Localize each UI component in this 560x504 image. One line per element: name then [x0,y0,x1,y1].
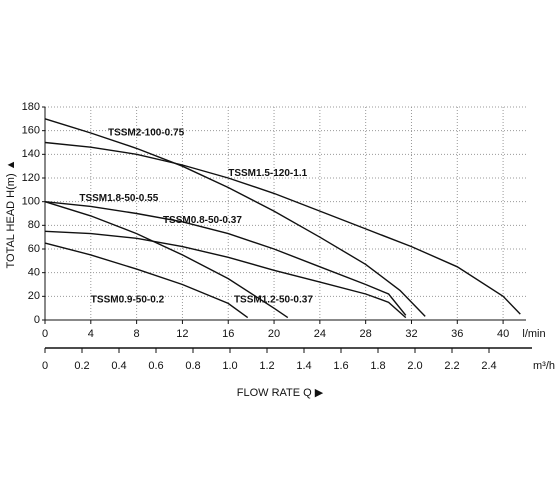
x2-tick-label: 2.4 [481,360,496,372]
y-tick-label: 160 [22,125,40,137]
series-label: TSSM2-100-0.75 [108,128,185,139]
curve [44,141,521,315]
x2-tick-label: 0.4 [111,360,126,372]
y-tick-label: 0 [34,314,40,326]
y-axis-label: TOTAL HEAD H(m) ▲ [5,159,17,268]
curve [44,201,407,316]
x-tick-label: 0 [42,328,48,340]
x-tick-label: 4 [88,328,94,340]
x2-unit: m³/h [533,360,555,372]
x-tick-label: 16 [222,328,234,340]
y-tick-label: 80 [28,219,40,231]
x-unit: l/min [522,328,545,340]
x-axis-label: FLOW RATE Q ▶ [237,387,324,399]
x-tick-label: 40 [497,328,509,340]
y-tick-label: 60 [28,243,40,255]
series-label: TSSM0.8-50-0.37 [163,215,242,226]
x2-tick-label: 0.2 [74,360,89,372]
x2-tick-label: 0.8 [185,360,200,372]
x-tick-label: 24 [314,328,326,340]
y-tick-label: 100 [22,196,40,208]
x2-tick-label: 2.0 [407,360,422,372]
curve [44,242,249,319]
x2-tick-label: 0.6 [148,360,163,372]
x2-tick-label: 1.6 [333,360,348,372]
x2-tick-label: 2.2 [444,360,459,372]
x2-tick-label: 1.4 [296,360,311,372]
curve [44,230,407,319]
curve [44,118,426,317]
x-tick-label: 12 [176,328,188,340]
x-tick-label: 20 [268,328,280,340]
y-tick-label: 140 [22,148,40,160]
series-label: TSSM1.8-50-0.55 [79,193,158,204]
x2-tick-label: 0 [42,360,48,372]
x-tick-label: 36 [451,328,463,340]
y-tick-label: 180 [22,101,40,113]
series-label: TSSM1.5-120-1.1 [228,168,307,179]
series-label: TSSM0.9-50-0.2 [91,295,165,306]
x2-tick-label: 1.8 [370,360,385,372]
series-label: TSSM1.2-50-0.37 [234,295,313,306]
x2-tick-label: 1.2 [259,360,274,372]
curve [44,201,289,319]
x-tick-label: 28 [360,328,372,340]
x-tick-label: 8 [134,328,140,340]
y-tick-label: 40 [28,267,40,279]
y-tick-label: 20 [28,290,40,302]
y-tick-label: 120 [22,172,40,184]
x2-tick-label: 1.0 [222,360,237,372]
x-tick-label: 32 [405,328,417,340]
